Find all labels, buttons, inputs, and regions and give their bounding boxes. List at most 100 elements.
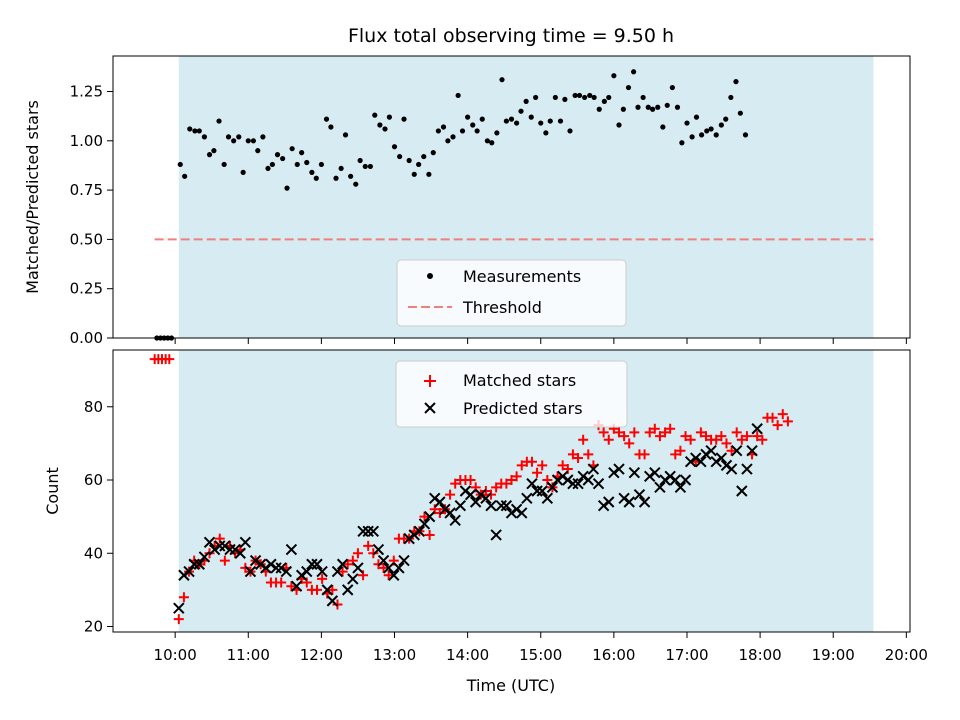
measurement-point [406,157,412,164]
predicted-star-point [254,558,267,570]
predicted-star-point [613,463,625,475]
matched-star-point [173,614,184,625]
y-tick-label: 0.00 [70,329,103,347]
measurement-point [386,114,392,120]
measurement-point [323,116,330,122]
predicted-star-point [659,474,671,486]
predicted-star-point [316,565,328,578]
predicted-star-point [500,499,513,512]
predicted-star-point [643,470,656,483]
measurement-point [459,128,466,134]
matched-star-point [486,489,497,500]
predicted-star-point [546,481,559,494]
predicted-star-point [224,543,236,556]
predicted-stars-series [173,423,763,614]
matched-star-point [373,559,384,570]
measurement-point [474,128,480,134]
measurement-point [328,124,334,130]
measurement-point [650,106,656,112]
matched-star-point [352,548,363,559]
predicted-star-point [603,496,615,508]
predicted-star-point [260,562,272,574]
top-axes-frame [112,55,911,339]
matched-star-point [537,460,548,471]
predicted-star-point [203,536,216,548]
measurements-series [154,69,749,341]
measurement-point [543,130,549,136]
measurement-point [304,159,310,166]
measurement-point [177,161,183,168]
matched-star-point [204,548,215,559]
top-y-axis-label: Matched/Predicted stars [23,100,42,294]
predicted-star-point [741,463,753,475]
matched-star-point [649,423,660,434]
measurement-point [333,175,339,181]
measurement-point [679,140,685,146]
measurement-point [455,92,461,99]
predicted-star-point [695,455,707,468]
measurement-point [231,138,237,144]
y-tick-label: 1.00 [70,132,103,150]
predicted-star-point [562,474,574,486]
measurement-point [216,118,222,124]
measurement-point [182,173,188,179]
predicted-star-point [311,558,323,570]
legend-threshold-label: Threshold [462,298,542,317]
predicted-star-point [367,525,380,537]
measurement-point [192,128,198,134]
measurement-point [250,138,256,144]
measurement-point [401,116,407,122]
measurement-point [616,122,622,128]
predicted-star-point [362,525,374,537]
predicted-star-point [270,562,282,574]
measurement-point [435,128,441,134]
matched-star-point [619,431,630,442]
measurement-point [260,134,266,140]
predicted-star-point [521,492,533,505]
measurement-point [470,122,476,128]
predicted-star-point [582,474,594,486]
predicted-star-point [710,455,722,468]
x-tick-label: 17:00 [665,646,708,664]
top-y-axis-ticks: 0.00 0.25 0.50 0.75 1.00 1.25 [70,82,113,347]
predicted-star-point [408,529,420,541]
predicted-star-point [418,518,431,530]
matched-star-point [276,577,287,588]
matched-star-point [670,449,681,460]
matched-star-point [164,354,175,365]
matched-star-point [480,486,491,496]
legend-measurements-marker [427,273,433,279]
measurement-point [733,79,739,85]
measurement-point [225,134,232,140]
predicted-star-point [628,466,641,479]
measurement-point [479,116,485,122]
measurement-point [411,171,417,177]
predicted-star-point [413,525,426,537]
predicted-star-point [516,507,528,519]
y-tick-label: 60 [84,471,103,489]
predicted-star-point [618,492,630,505]
predicted-star-point [290,580,303,592]
measurement-point [693,114,700,120]
matched-star-point [741,431,752,442]
matched-star-point [342,559,353,570]
predicted-star-point [388,569,400,581]
y-tick-label: 0.25 [70,280,103,298]
measurement-point [274,152,281,158]
matched-star-point [603,434,614,445]
matched-star-point [711,434,722,445]
predicted-star-point [475,488,487,501]
measurement-point [528,114,534,120]
measurement-point [489,140,495,146]
measurement-point [391,144,398,150]
x-axis-label: Time (UTC) [466,676,555,695]
predicted-star-point [633,488,646,501]
measurement-point [313,175,319,181]
measurement-point [567,128,573,134]
measurement-point [518,108,524,114]
bottom-axes-frame [112,349,911,633]
predicted-star-point [556,470,569,483]
x-tick-label: 20:00 [885,646,928,664]
predicted-star-point [720,459,733,472]
